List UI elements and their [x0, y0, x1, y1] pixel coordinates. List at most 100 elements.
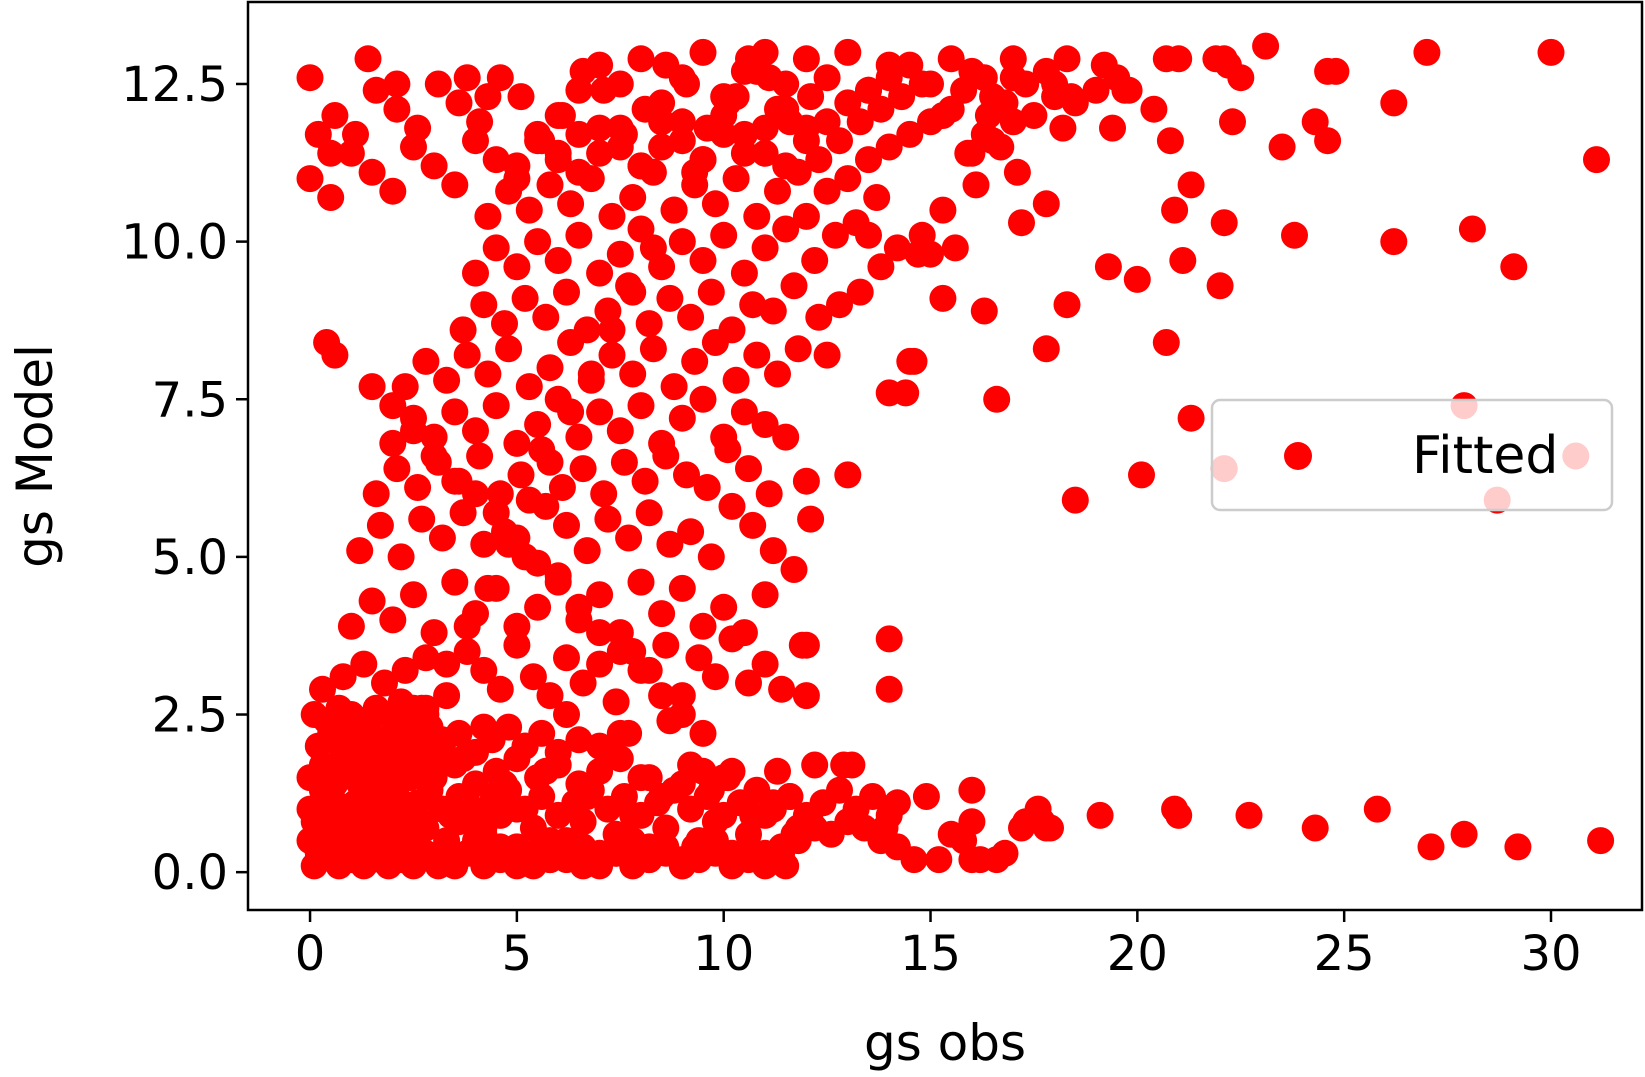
legend-box — [1210, 398, 1614, 512]
data-point — [759, 537, 787, 565]
y-tick-label: 7.5 — [152, 372, 228, 428]
data-point — [751, 234, 779, 262]
data-point — [606, 619, 634, 647]
data-point — [751, 411, 779, 438]
data-point — [1053, 45, 1081, 73]
data-point — [453, 638, 481, 665]
data-point — [337, 139, 365, 167]
data-point — [346, 770, 374, 798]
data-point — [573, 316, 601, 344]
data-point — [1032, 335, 1060, 363]
data-point — [722, 846, 750, 874]
data-point — [317, 139, 345, 167]
data-point — [536, 827, 564, 855]
data-point — [1032, 814, 1060, 842]
data-point — [615, 524, 643, 552]
data-point — [400, 133, 427, 161]
data-point — [449, 745, 477, 773]
data-point — [610, 448, 638, 476]
data-point — [1057, 83, 1085, 111]
data-point — [524, 593, 552, 621]
data-point — [503, 631, 531, 659]
data-point — [689, 247, 717, 274]
data-point — [834, 165, 862, 193]
data-point — [1165, 45, 1193, 73]
data-point — [1206, 272, 1234, 300]
data-point — [569, 833, 597, 861]
data-point — [321, 820, 349, 848]
data-point — [772, 95, 800, 123]
data-point — [329, 663, 357, 691]
data-point — [532, 303, 560, 331]
data-point — [1053, 291, 1081, 319]
data-point — [759, 789, 787, 817]
data-point — [453, 341, 481, 369]
data-point — [486, 675, 514, 703]
data-point — [565, 158, 593, 186]
data-point — [491, 310, 518, 338]
data-point — [751, 139, 779, 167]
x-tick-label: 15 — [900, 926, 961, 982]
data-point — [544, 139, 572, 167]
data-point — [970, 297, 998, 325]
data-point — [937, 45, 965, 73]
data-point — [635, 764, 663, 792]
data-point — [296, 165, 324, 193]
data-point — [656, 707, 684, 735]
data-point — [408, 808, 436, 836]
data-point — [834, 38, 862, 66]
data-point — [652, 814, 680, 842]
data-point — [470, 291, 498, 319]
data-point — [631, 467, 659, 495]
data-point — [648, 429, 676, 457]
data-point — [792, 202, 820, 230]
y-tick-label: 10.0 — [121, 215, 228, 271]
data-point — [689, 719, 717, 747]
data-point — [730, 139, 758, 167]
data-point — [1219, 108, 1246, 136]
data-point — [1417, 833, 1445, 861]
data-point — [404, 474, 432, 501]
data-point — [792, 114, 820, 142]
data-point — [482, 146, 510, 174]
data-point — [1537, 38, 1565, 66]
data-point — [896, 120, 924, 148]
data-point — [875, 625, 903, 653]
data-point — [379, 392, 407, 420]
data-point — [1128, 461, 1155, 489]
data-point — [652, 631, 680, 659]
data-point — [619, 184, 647, 211]
data-point — [627, 392, 655, 420]
data-point — [718, 757, 746, 785]
data-point — [482, 392, 510, 420]
data-point — [486, 833, 514, 861]
x-axis-title: gs obs — [864, 1014, 1026, 1072]
data-point — [668, 682, 696, 710]
data-point — [362, 76, 390, 104]
data-point — [412, 644, 440, 672]
data-point — [474, 202, 502, 230]
data-point — [1094, 253, 1122, 281]
data-point — [586, 114, 614, 142]
data-point — [524, 120, 552, 148]
data-point — [503, 795, 531, 823]
data-point — [606, 133, 634, 161]
data-point — [735, 45, 762, 73]
data-point — [590, 76, 618, 104]
data-point — [371, 669, 398, 697]
data-point — [445, 89, 473, 117]
data-point — [759, 297, 787, 325]
data-point — [730, 619, 758, 647]
data-point — [772, 423, 800, 451]
data-point — [515, 373, 543, 401]
data-point — [958, 808, 986, 836]
data-point — [693, 474, 721, 501]
data-point — [871, 814, 899, 842]
data-point — [453, 789, 481, 817]
data-point — [1169, 247, 1197, 274]
data-point — [470, 713, 498, 741]
data-point — [553, 644, 580, 672]
data-point — [635, 499, 663, 527]
x-tick-label: 30 — [1520, 926, 1581, 982]
